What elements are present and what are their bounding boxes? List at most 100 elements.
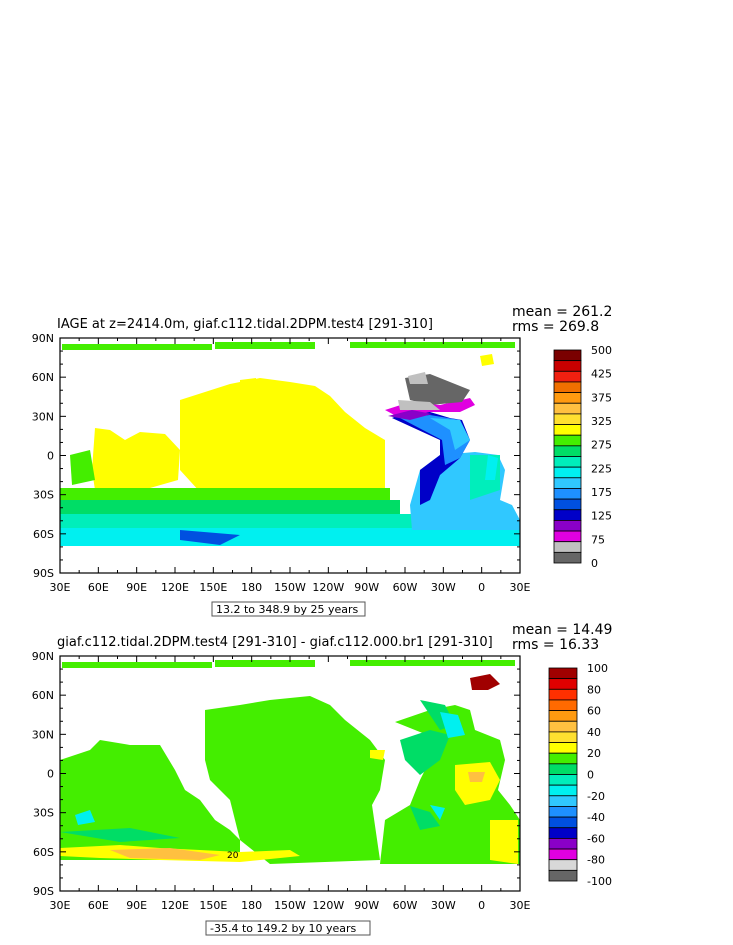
top-colorbar-swatch xyxy=(553,541,582,553)
bottom-map-frame xyxy=(59,655,521,892)
top-colorbar-swatch xyxy=(553,349,582,362)
bottom-y-tick-label: 30N xyxy=(32,728,54,741)
top-map-frame xyxy=(59,337,521,574)
bottom-y-tick-label: 60S xyxy=(33,846,54,859)
top-colorbar-label: 225 xyxy=(591,462,612,475)
bottom-y-tick-labels: 90N 60N 30N 0 30S 60S 90S xyxy=(32,650,54,898)
bottom-y-tick-label: 0 xyxy=(47,768,54,781)
bottom-y-tick-label: 60N xyxy=(32,689,54,702)
bottom-x-tick-label: 30E xyxy=(510,899,531,912)
bottom-colorbar-label: 0 xyxy=(587,769,594,782)
bottom-colorbar-label: -20 xyxy=(587,790,605,803)
bottom-colorbar-label: -40 xyxy=(587,811,605,824)
bottom-colorbar-label: 40 xyxy=(587,726,601,739)
top-colorbar-swatch xyxy=(553,466,582,479)
top-colorbar-swatch xyxy=(553,530,582,543)
top-colorbar: 500 425 375 325 275 225 175 125 75 0 xyxy=(553,344,612,570)
top-x-tick-label: 30E xyxy=(510,581,531,594)
bottom-range-text: -35.4 to 149.2 by 10 years xyxy=(210,922,357,935)
bottom-x-tick-label: 30E xyxy=(50,899,71,912)
top-x-tick-label: 30W xyxy=(431,581,456,594)
bottom-x-tick-label: 150E xyxy=(199,899,227,912)
bottom-y-tick-label: 90S xyxy=(33,885,54,898)
top-x-tick-labels: 30E 60E 90E 120E 150E 180 150W 120W 90W 60W 30W 0 30… xyxy=(50,581,531,594)
top-stat-rms: rms = 269.8 xyxy=(512,319,599,335)
bottom-colorbar-swatch xyxy=(548,795,578,807)
bottom-colorbar-label: 80 xyxy=(587,683,601,696)
top-y-tick-label: 60S xyxy=(33,528,54,541)
top-x-tick-label: 120E xyxy=(161,581,189,594)
bottom-colorbar-swatch xyxy=(548,806,578,818)
top-x-tick-label: 90E xyxy=(126,581,147,594)
top-range-box xyxy=(211,601,366,617)
bottom-colorbar-label: 20 xyxy=(587,747,601,760)
top-colorbar-swatch xyxy=(553,509,582,521)
top-x-tick-label: 120W xyxy=(312,581,344,594)
bottom-colorbar-swatch xyxy=(548,869,578,882)
bottom-stat-mean: mean = 14.49 xyxy=(512,622,612,638)
bottom-colorbar-swatch xyxy=(548,742,578,754)
bottom-x-tick-labels: 30E 60E 90E 120E 150E 180 150W 120W 90W 60W 30W 0 30… xyxy=(50,899,531,912)
bottom-colorbar-swatch xyxy=(548,816,578,829)
bottom-colorbar-swatch xyxy=(548,827,578,839)
bottom-x-tick-label: 150W xyxy=(274,899,306,912)
top-y-tick-label: 30N xyxy=(32,410,54,423)
bottom-x-tick-label: 120W xyxy=(312,899,344,912)
bottom-colorbar-swatch xyxy=(548,859,578,871)
top-colorbar-swatch xyxy=(553,392,582,404)
top-colorbar-swatch xyxy=(553,402,582,415)
bottom-colorbar-swatch xyxy=(548,720,578,733)
top-colorbar-label: 0 xyxy=(591,557,598,570)
top-colorbar-swatch xyxy=(553,488,582,500)
top-x-tick-label: 90W xyxy=(354,581,379,594)
bottom-colorbar: 100 80 60 40 20 0 -20 -40 -60 -80 -100 xyxy=(548,662,612,888)
bottom-y-tick-label: 30S xyxy=(33,807,54,820)
bottom-range-box xyxy=(205,920,371,936)
bottom-x-tick-label: 60E xyxy=(88,899,109,912)
bottom-x-tick-label: 180 xyxy=(241,899,262,912)
bottom-colorbar-swatch xyxy=(548,731,578,743)
bottom-x-tick-label: 30W xyxy=(431,899,456,912)
bottom-colorbar-label: -60 xyxy=(587,832,605,845)
top-colorbar-label: 125 xyxy=(591,510,612,523)
bottom-colorbar-swatch xyxy=(548,838,578,850)
top-colorbar-label: 425 xyxy=(591,368,612,381)
top-colorbar-swatch xyxy=(553,434,582,447)
bottom-colorbar-swatch xyxy=(548,763,578,775)
bottom-colorbar-swatch xyxy=(548,699,578,712)
top-y-tick-label: 90S xyxy=(33,567,54,580)
bottom-x-tick-label: 0 xyxy=(478,899,485,912)
top-y-tick-label: 0 xyxy=(47,450,54,463)
top-colorbar-swatch xyxy=(553,477,582,489)
top-y-tick-label: 30S xyxy=(33,489,54,502)
top-x-tick-label: 180 xyxy=(241,581,262,594)
top-y-tick-labels: 90N 60N 30N 0 30S 60S 90S xyxy=(32,332,54,580)
top-colorbar-swatch xyxy=(553,424,582,436)
bottom-x-tick-label: 90E xyxy=(126,899,147,912)
top-colorbar-swatch xyxy=(553,520,582,532)
bottom-colorbar-label: 100 xyxy=(587,662,608,675)
contour-label: 20 xyxy=(227,851,239,861)
bottom-colorbar-swatch xyxy=(548,678,578,690)
top-title: IAGE at z=2414.0m, giaf.c112.tidal.2DPM.… xyxy=(57,317,433,332)
bottom-colorbar-label: -100 xyxy=(587,875,612,888)
top-colorbar-swatch xyxy=(553,445,582,457)
bottom-colorbar-swatch xyxy=(548,688,578,701)
top-colorbar-swatch xyxy=(553,360,582,372)
bottom-x-tick-label: 120E xyxy=(161,899,189,912)
top-colorbar-swatch xyxy=(553,551,582,564)
top-stat-mean: mean = 261.2 xyxy=(512,304,612,320)
top-colorbar-swatch xyxy=(553,370,582,383)
top-y-tick-label: 60N xyxy=(32,371,54,384)
top-x-tick-label: 150E xyxy=(199,581,227,594)
bottom-y-tick-label: 90N xyxy=(32,650,54,663)
top-x-tick-label: 60W xyxy=(393,581,418,594)
top-x-tick-label: 60E xyxy=(88,581,109,594)
top-colorbar-label: 175 xyxy=(591,486,612,499)
bottom-colorbar-swatch xyxy=(548,848,578,861)
bottom-stat-rms: rms = 16.33 xyxy=(512,637,599,653)
bottom-panel: giaf.c112.tidal.2DPM.test4 [291-310] - g… xyxy=(32,622,612,936)
top-colorbar-swatch xyxy=(553,498,582,511)
top-colorbar-swatch xyxy=(553,381,582,394)
